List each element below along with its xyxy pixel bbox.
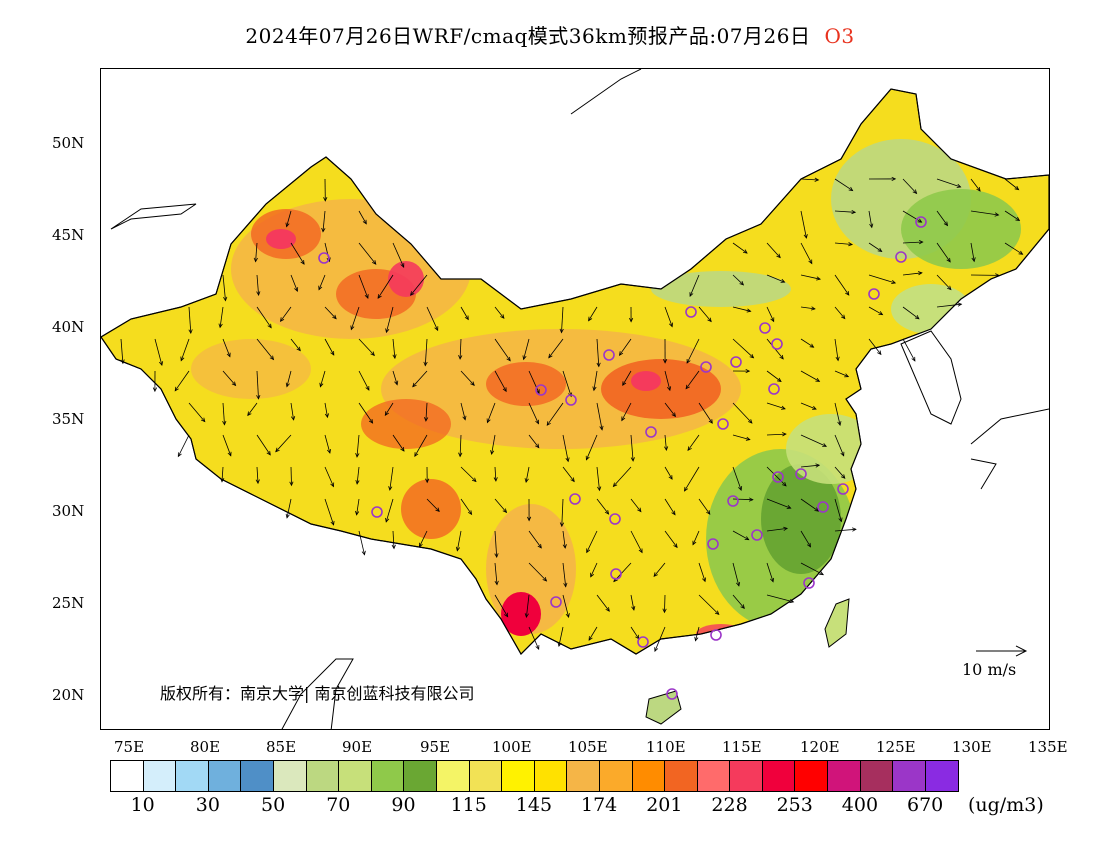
legend-tick-label: 400 bbox=[841, 794, 879, 816]
legend-tick-label: 90 bbox=[391, 794, 416, 816]
lon-label: 130E bbox=[952, 738, 992, 756]
japan-coastline bbox=[970, 408, 1049, 490]
legend-tick-label: 145 bbox=[515, 794, 553, 816]
lon-label: 110E bbox=[646, 738, 686, 756]
color-legend-bar bbox=[110, 760, 960, 792]
lat-label: 25N bbox=[52, 594, 85, 612]
wind-key-arrow bbox=[976, 645, 1028, 657]
legend-swatch bbox=[860, 761, 894, 791]
lat-label: 30N bbox=[52, 502, 85, 520]
korea-coastline bbox=[900, 330, 962, 425]
legend-tick-label: 670 bbox=[907, 794, 944, 816]
russia-coastline bbox=[110, 69, 642, 230]
legend-tick-label: 115 bbox=[450, 794, 487, 816]
taiwan-island bbox=[824, 598, 850, 648]
lon-label: 85E bbox=[266, 738, 297, 756]
lon-label: 125E bbox=[876, 738, 916, 756]
legend-swatch bbox=[111, 761, 144, 791]
legend-swatch bbox=[534, 761, 568, 791]
lon-label: 100E bbox=[492, 738, 532, 756]
legend-swatch bbox=[241, 761, 274, 791]
legend-swatch bbox=[795, 761, 829, 791]
legend-swatch bbox=[730, 761, 763, 791]
legend-tick-label: 50 bbox=[261, 794, 286, 816]
station-markers bbox=[318, 216, 927, 700]
wind-vectors bbox=[120, 176, 1024, 653]
sea-coastline bbox=[281, 658, 354, 729]
wind-scale-label: 10 m/s bbox=[962, 660, 1017, 679]
ozone-map bbox=[101, 69, 1049, 729]
legend-swatch bbox=[925, 761, 959, 791]
lon-label: 80E bbox=[190, 738, 221, 756]
lat-label: 50N bbox=[52, 134, 85, 152]
map-panel bbox=[100, 68, 1050, 730]
legend-swatch bbox=[143, 761, 177, 791]
lon-label: 135E bbox=[1028, 738, 1068, 756]
lon-label: 75E bbox=[114, 738, 145, 756]
lon-label: 120E bbox=[800, 738, 840, 756]
lon-label: 105E bbox=[568, 738, 608, 756]
title-text: 2024年07月26日WRF/cmaq模式36km预报产品:07月26日 bbox=[245, 24, 811, 48]
legend-swatch bbox=[502, 761, 535, 791]
legend-swatch bbox=[828, 761, 861, 791]
legend-swatch bbox=[599, 761, 633, 791]
legend-tick-label: 174 bbox=[581, 794, 618, 816]
legend-swatch bbox=[371, 761, 405, 791]
lon-label: 90E bbox=[342, 738, 373, 756]
legend-swatch bbox=[893, 761, 926, 791]
legend-swatch bbox=[567, 761, 600, 791]
lat-label: 40N bbox=[52, 318, 85, 336]
lat-label: 45N bbox=[52, 226, 85, 244]
legend-swatch bbox=[697, 761, 731, 791]
legend-tick-label: 201 bbox=[646, 794, 683, 816]
legend-swatch bbox=[762, 761, 796, 791]
lat-label: 35N bbox=[52, 410, 85, 428]
legend-swatch bbox=[273, 761, 307, 791]
legend-swatch bbox=[436, 761, 470, 791]
legend-swatch bbox=[339, 761, 372, 791]
legend-tick-label: 10 bbox=[130, 794, 155, 816]
legend-swatch bbox=[404, 761, 437, 791]
legend-tick-label: 70 bbox=[326, 794, 351, 816]
map-title: 2024年07月26日WRF/cmaq模式36km预报产品:07月26日 O3 bbox=[0, 20, 1100, 49]
lon-label: 115E bbox=[722, 738, 762, 756]
pollutant-label: O3 bbox=[824, 24, 855, 48]
legend-swatch bbox=[469, 761, 503, 791]
legend-swatch bbox=[665, 761, 698, 791]
legend-swatch bbox=[176, 761, 209, 791]
legend-tick-label: 228 bbox=[711, 794, 748, 816]
legend-tick-label: 253 bbox=[776, 794, 813, 816]
legend-tick-label: 30 bbox=[195, 794, 220, 816]
legend-swatch bbox=[208, 761, 242, 791]
unit-label: (ug/m3) bbox=[968, 794, 1044, 816]
lat-label: 20N bbox=[52, 686, 85, 704]
legend-swatch bbox=[306, 761, 340, 791]
legend-swatch bbox=[632, 761, 666, 791]
copyright-text: 版权所有：南京大学| 南京创蓝科技有限公司 bbox=[160, 684, 475, 703]
lon-label: 95E bbox=[420, 738, 451, 756]
